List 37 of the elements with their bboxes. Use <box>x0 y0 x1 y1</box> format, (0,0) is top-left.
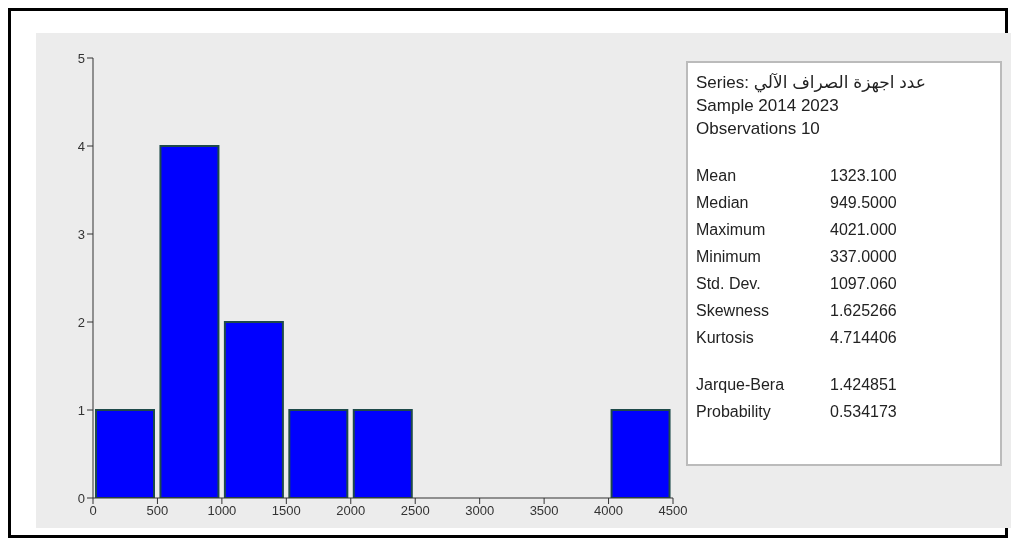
y-tick-label: 4 <box>77 138 85 154</box>
text: 0.534173 <box>830 402 897 422</box>
x-tick-label: 2000 <box>336 503 366 519</box>
text: Skewness <box>696 301 770 321</box>
y-tick-label: 2 <box>77 314 85 330</box>
x-tick-label: 500 <box>146 503 169 519</box>
text: Maximum <box>696 220 767 240</box>
x-tick-label: 4500 <box>658 503 688 519</box>
y-tick-label: 0 <box>77 490 85 506</box>
text: 1.424851 <box>830 375 897 395</box>
text: Observations 10 <box>696 118 821 140</box>
text: 1.625266 <box>830 301 897 321</box>
text: Kurtosis <box>696 328 755 348</box>
y-tick-label: 3 <box>77 226 85 242</box>
text: Minimum <box>696 247 762 267</box>
text: 4.714406 <box>830 328 897 348</box>
text: Series: عدد اجهزة الصراف الآلي <box>696 72 927 94</box>
text: Jarque-Bera <box>696 375 786 395</box>
x-tick-label: 1500 <box>271 503 301 519</box>
y-tick-label: 1 <box>77 402 85 418</box>
text: Mean <box>696 166 738 186</box>
text: 949.5000 <box>830 193 897 213</box>
x-tick-label: 3500 <box>529 503 559 519</box>
x-tick-label: 2500 <box>400 503 430 519</box>
text: 337.0000 <box>830 247 897 267</box>
text: 1097.060 <box>830 274 897 294</box>
text: Median <box>696 193 750 213</box>
text: Sample 2014 2023 <box>696 95 840 117</box>
text: Std. Dev. <box>696 274 762 294</box>
text: Probability <box>696 402 772 422</box>
y-tick-label: 5 <box>77 50 85 66</box>
x-tick-label: 3000 <box>465 503 495 519</box>
text: 1323.100 <box>830 166 897 186</box>
x-tick-label: 1000 <box>207 503 237 519</box>
x-tick-label: 0 <box>89 503 97 519</box>
x-tick-label: 4000 <box>594 503 624 519</box>
text: 4021.000 <box>830 220 897 240</box>
